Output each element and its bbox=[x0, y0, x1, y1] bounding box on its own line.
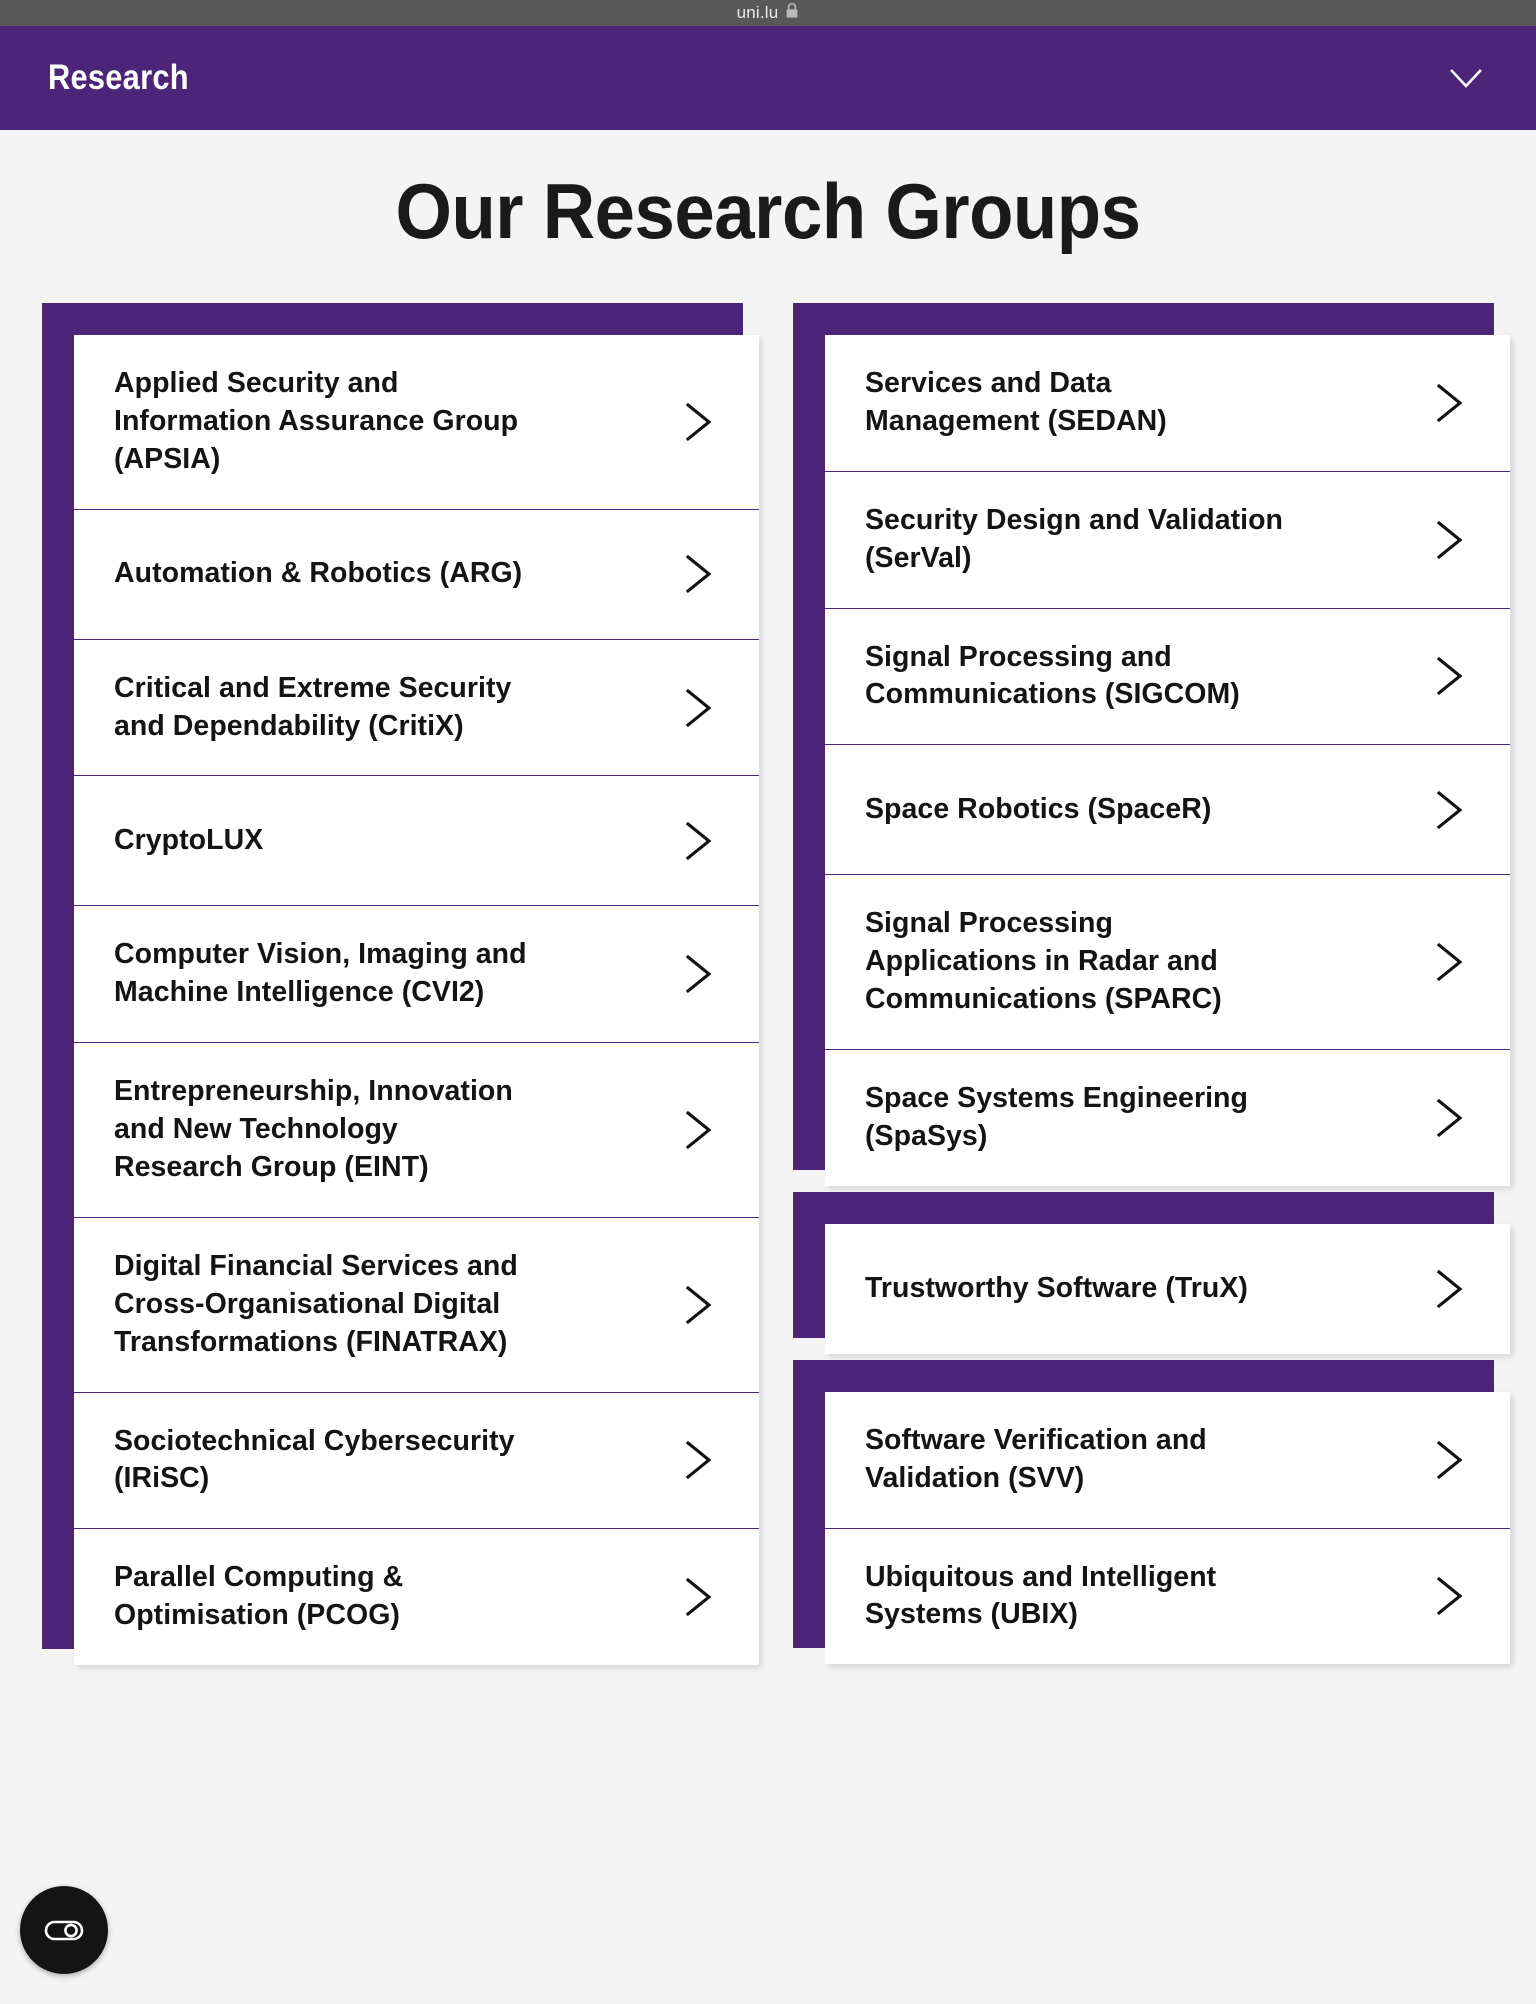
list-item[interactable]: Applied Security and Information Assuran… bbox=[74, 335, 759, 510]
research-group-name: Applied Security and Information Assuran… bbox=[114, 367, 519, 475]
research-group-panel: Services and Data Management (SEDAN) Sec… bbox=[793, 303, 1510, 1186]
chevron-right-icon[interactable] bbox=[671, 548, 723, 600]
chevron-right-icon[interactable] bbox=[1422, 1570, 1474, 1622]
research-groups-columns: Applied Security and Information Assuran… bbox=[0, 257, 1536, 1666]
research-group-name: Software Verification and Validation (SV… bbox=[865, 1423, 1207, 1494]
cookie-consent-toggle-icon bbox=[40, 1906, 88, 1954]
page-title: Our Research Groups bbox=[395, 167, 1141, 255]
list-item[interactable]: Critical and Extreme Security and Depend… bbox=[74, 639, 759, 777]
research-group-name: Space Systems Engineering (SpaSys) bbox=[865, 1082, 1248, 1152]
research-group-name: Security Design and Validation (SerVal) bbox=[865, 503, 1284, 574]
list-item[interactable]: Sociotechnical Cybersecurity (IRiSC) bbox=[74, 1392, 759, 1530]
chevron-right-icon[interactable] bbox=[1422, 514, 1474, 566]
chevron-right-icon[interactable] bbox=[671, 815, 723, 867]
site-header: Research bbox=[0, 26, 1536, 130]
chevron-right-icon[interactable] bbox=[1422, 377, 1474, 429]
research-group-name: Ubiquitous and Intelligent Systems (UBIX… bbox=[865, 1560, 1217, 1631]
browser-url-bar[interactable]: uni.lu bbox=[0, 0, 1536, 26]
list-item[interactable]: Signal Processing and Communications (SI… bbox=[825, 608, 1510, 746]
research-group-panel: Applied Security and Information Assuran… bbox=[42, 303, 759, 1666]
list-item[interactable]: Automation & Robotics (ARG) bbox=[74, 509, 759, 640]
lock-icon bbox=[785, 2, 799, 24]
research-group-name: Automation & Robotics (ARG) bbox=[114, 557, 523, 590]
research-group-name: Parallel Computing & Optimisation (PCOG) bbox=[114, 1561, 404, 1632]
chevron-right-icon[interactable] bbox=[1422, 1434, 1474, 1486]
list-item[interactable]: Signal Processing Applications in Radar … bbox=[825, 875, 1510, 1051]
chevron-right-icon[interactable] bbox=[1422, 936, 1474, 988]
research-group-name: Trustworthy Software (TruX) bbox=[865, 1271, 1248, 1304]
research-group-name: Signal Processing and Communications (SI… bbox=[865, 640, 1240, 711]
chevron-down-icon[interactable] bbox=[1442, 54, 1490, 102]
list-item[interactable]: Ubiquitous and Intelligent Systems (UBIX… bbox=[825, 1528, 1510, 1665]
research-group-name: Space Robotics (SpaceR) bbox=[865, 792, 1212, 825]
research-group-name: Computer Vision, Imaging and Machine Int… bbox=[114, 938, 527, 1009]
research-group-name: Signal Processing Applications in Radar … bbox=[865, 907, 1222, 1016]
research-groups-right-column: Services and Data Management (SEDAN) Sec… bbox=[793, 303, 1510, 1665]
chevron-right-icon[interactable] bbox=[1422, 784, 1474, 836]
cookie-consent-button[interactable] bbox=[20, 1886, 108, 1974]
research-groups-left-column: Applied Security and Information Assuran… bbox=[42, 303, 759, 1666]
research-group-name: Sociotechnical Cybersecurity (IRiSC) bbox=[114, 1424, 515, 1495]
research-group-panel: Software Verification and Validation (SV… bbox=[793, 1359, 1510, 1665]
research-group-name: CryptoLUX bbox=[114, 824, 264, 856]
chevron-right-icon[interactable] bbox=[671, 396, 723, 448]
research-group-name: Critical and Extreme Security and Depend… bbox=[114, 671, 512, 742]
list-item[interactable]: Space Systems Engineering (SpaSys) bbox=[825, 1050, 1510, 1186]
chevron-right-icon[interactable] bbox=[671, 1571, 723, 1623]
chevron-right-icon[interactable] bbox=[1422, 650, 1474, 702]
browser-url-text: uni.lu bbox=[736, 3, 779, 22]
chevron-right-icon[interactable] bbox=[1422, 1092, 1474, 1144]
chevron-right-icon[interactable] bbox=[1422, 1263, 1474, 1315]
page-content: Our Research Groups Applied Security and… bbox=[0, 130, 1536, 2004]
list-item[interactable]: Digital Financial Services and Cross-Org… bbox=[74, 1217, 759, 1393]
list-item[interactable]: Entrepreneurship, Innovation and New Tec… bbox=[74, 1043, 759, 1218]
list-item[interactable]: Services and Data Management (SEDAN) bbox=[825, 335, 1510, 472]
list-item[interactable]: CryptoLUX bbox=[74, 776, 759, 907]
research-group-card-list: Applied Security and Information Assuran… bbox=[74, 335, 759, 1666]
research-group-panel: Trustworthy Software (TruX) bbox=[793, 1191, 1510, 1354]
list-item[interactable]: Computer Vision, Imaging and Machine Int… bbox=[74, 906, 759, 1044]
list-item[interactable]: Parallel Computing & Optimisation (PCOG) bbox=[74, 1529, 759, 1666]
research-group-card-list: Software Verification and Validation (SV… bbox=[825, 1391, 1510, 1665]
research-group-card-list: Services and Data Management (SEDAN) Sec… bbox=[825, 335, 1510, 1186]
list-item[interactable]: Trustworthy Software (TruX) bbox=[825, 1223, 1510, 1354]
chevron-right-icon[interactable] bbox=[671, 682, 723, 734]
page-section-title: Research bbox=[48, 58, 189, 97]
research-group-name: Digital Financial Services and Cross-Org… bbox=[114, 1249, 518, 1358]
chevron-right-icon[interactable] bbox=[671, 1279, 723, 1331]
list-item[interactable]: Software Verification and Validation (SV… bbox=[825, 1391, 1510, 1529]
research-group-name: Services and Data Management (SEDAN) bbox=[865, 367, 1167, 437]
research-group-card-list: Trustworthy Software (TruX) bbox=[825, 1223, 1510, 1354]
research-group-name: Entrepreneurship, Innovation and New Tec… bbox=[114, 1075, 513, 1184]
chevron-right-icon[interactable] bbox=[671, 1434, 723, 1486]
list-item[interactable]: Space Robotics (SpaceR) bbox=[825, 745, 1510, 876]
chevron-right-icon[interactable] bbox=[671, 948, 723, 1000]
list-item[interactable]: Security Design and Validation (SerVal) bbox=[825, 471, 1510, 609]
chevron-right-icon[interactable] bbox=[671, 1104, 723, 1156]
